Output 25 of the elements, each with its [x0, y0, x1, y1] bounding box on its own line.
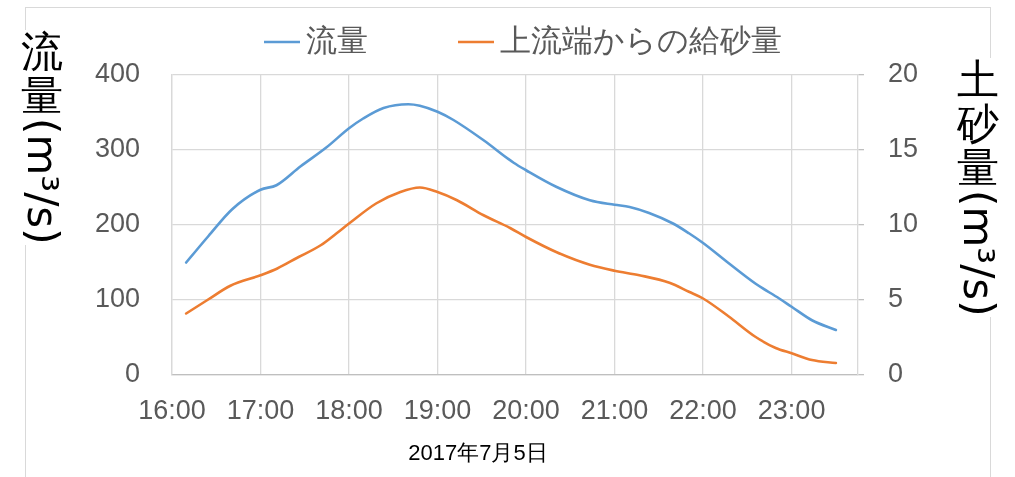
y2-tick-label: 20 — [888, 58, 919, 89]
x-tick-label: 20:00 — [492, 394, 560, 425]
x-tick-label: 17:00 — [226, 394, 295, 425]
x-tick-label: 16:00 — [138, 394, 206, 425]
y2-axis-title: 土砂量(m³/s) — [954, 55, 1004, 317]
x-tick-label: 18:00 — [315, 394, 383, 425]
y-axis-title: 流量(m³/s) — [18, 27, 68, 245]
y2-tick-label: 5 — [888, 283, 904, 314]
y2-tick-label: 0 — [888, 358, 904, 389]
x-tick-label: 19:00 — [403, 394, 472, 425]
y-tick-label: 100 — [94, 283, 140, 314]
line-series — [184, 186, 838, 365]
y-tick-label: 400 — [94, 58, 140, 89]
legend-label: 流量 — [306, 22, 368, 58]
y2-tick-label: 15 — [888, 133, 919, 164]
y-tick-label: 200 — [94, 208, 140, 239]
y-tick-label: 0 — [124, 358, 140, 389]
x-tick-label: 23:00 — [757, 394, 826, 425]
y-tick-label: 300 — [94, 133, 140, 164]
line-series — [184, 102, 838, 332]
y2-tick-label: 10 — [888, 208, 919, 239]
x-tick-label: 22:00 — [669, 394, 737, 425]
legend-label: 上流端からの給砂量 — [500, 22, 782, 58]
x-axis-title: 2017年7月5日 — [408, 440, 548, 466]
x-tick-label: 21:00 — [580, 394, 649, 425]
